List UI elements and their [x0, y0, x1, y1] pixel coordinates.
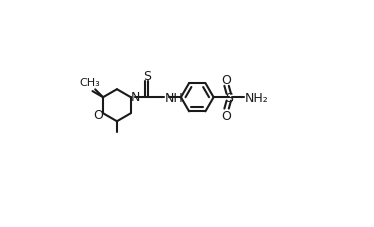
Text: O: O: [222, 73, 232, 86]
Text: S: S: [225, 91, 233, 104]
Text: O: O: [222, 109, 232, 122]
Text: CH₃: CH₃: [79, 78, 100, 88]
Text: N: N: [131, 90, 140, 103]
Text: O: O: [93, 108, 103, 121]
Text: NH₂: NH₂: [245, 91, 269, 104]
Text: NH: NH: [165, 91, 184, 104]
Text: S: S: [144, 70, 151, 83]
